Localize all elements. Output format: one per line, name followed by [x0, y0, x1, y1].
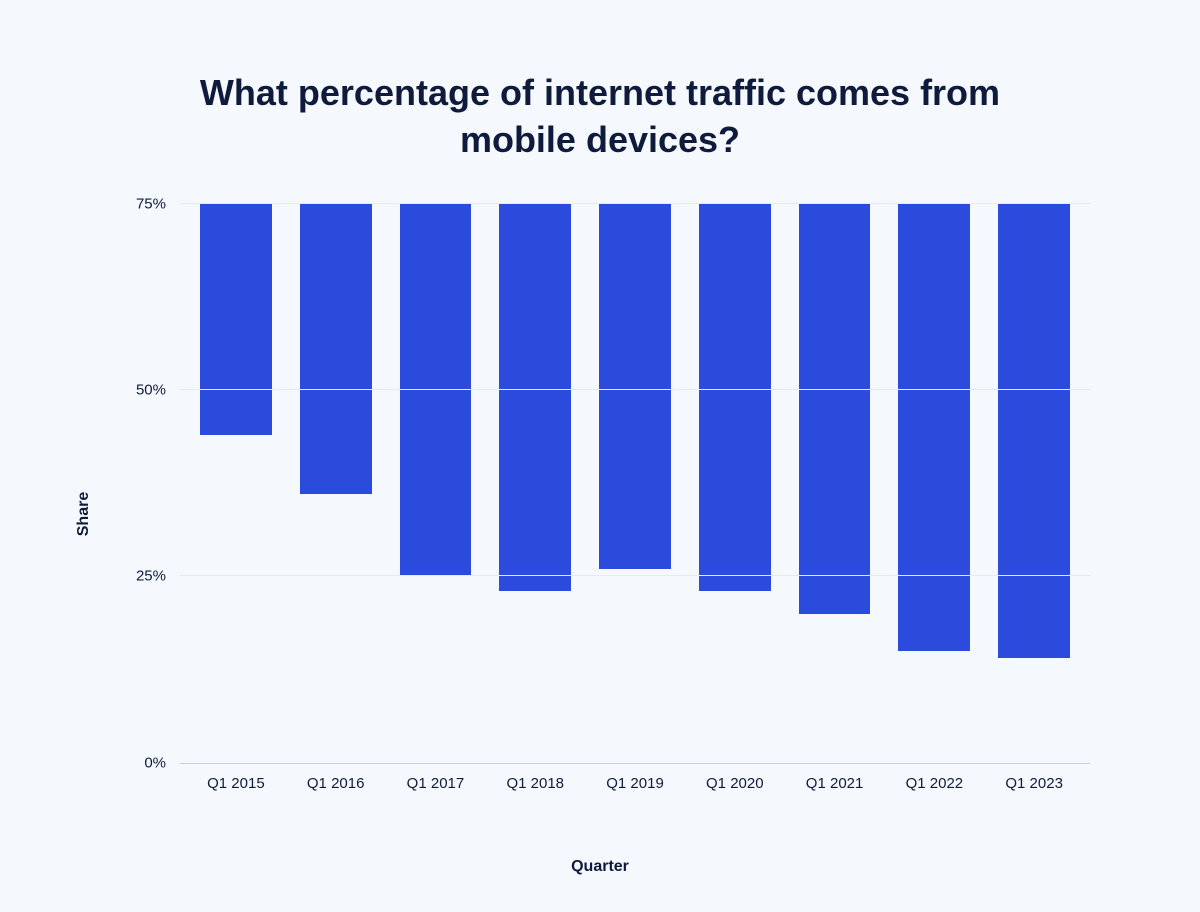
x-tick-label: Q1 2017 [407, 763, 465, 792]
y-axis-title: Share [75, 491, 93, 535]
x-tick-label: Q1 2016 [307, 763, 365, 792]
bar-slot: Q1 2022 [884, 204, 984, 763]
bars-group: Q1 2015Q1 2016Q1 2017Q1 2018Q1 2019Q1 20… [180, 204, 1090, 763]
x-axis-title: Quarter [571, 858, 629, 876]
bar [200, 204, 272, 435]
bar-slot: Q1 2019 [585, 204, 685, 763]
x-tick-label: Q1 2018 [506, 763, 564, 792]
x-tick-label: Q1 2015 [207, 763, 265, 792]
plot-wrap: Share Q1 2015Q1 2016Q1 2017Q1 2018Q1 201… [90, 204, 1110, 824]
bar-slot: Q1 2020 [685, 204, 785, 763]
bar-slot: Q1 2023 [984, 204, 1084, 763]
bar [998, 204, 1070, 659]
bar-slot: Q1 2016 [286, 204, 386, 763]
bar [799, 204, 871, 614]
y-tick-label: 75% [136, 195, 180, 212]
gridline [180, 389, 1090, 390]
y-tick-label: 0% [144, 754, 180, 771]
gridline [180, 575, 1090, 576]
bar [699, 204, 771, 592]
y-tick-label: 50% [136, 381, 180, 398]
x-tick-label: Q1 2022 [906, 763, 964, 792]
bar-slot: Q1 2021 [785, 204, 885, 763]
x-tick-label: Q1 2020 [706, 763, 764, 792]
bar [599, 204, 671, 569]
x-tick-label: Q1 2023 [1005, 763, 1063, 792]
bar-slot: Q1 2018 [485, 204, 585, 763]
x-tick-label: Q1 2019 [606, 763, 664, 792]
plot-area: Q1 2015Q1 2016Q1 2017Q1 2018Q1 2019Q1 20… [180, 204, 1090, 764]
y-tick-label: 25% [136, 568, 180, 585]
bar [499, 204, 571, 592]
bar [898, 204, 970, 651]
gridline [180, 203, 1090, 204]
x-tick-label: Q1 2021 [806, 763, 864, 792]
bar-slot: Q1 2017 [386, 204, 486, 763]
bar [300, 204, 372, 495]
chart-title: What percentage of internet traffic come… [170, 70, 1030, 164]
bar-slot: Q1 2015 [186, 204, 286, 763]
chart-container: What percentage of internet traffic come… [0, 0, 1200, 912]
